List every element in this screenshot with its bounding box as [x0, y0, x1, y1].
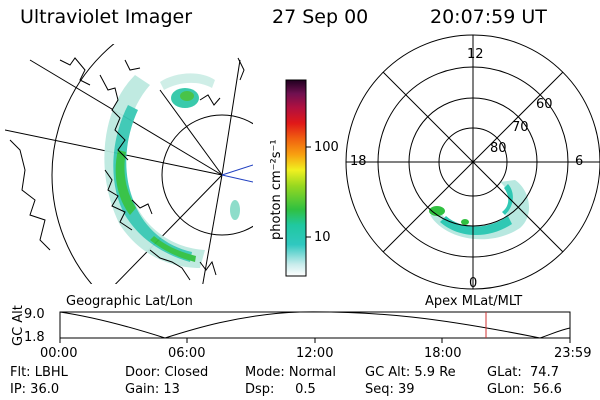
info-seq: Seq: 39: [365, 382, 415, 397]
geographic-map: [5, 44, 253, 284]
mlt-label-0: 0: [469, 276, 478, 291]
time-label: 20:07:59 UT: [430, 6, 547, 28]
altitude-xtick-0: 00:00: [40, 346, 78, 361]
info-glat: GLat: 74.7: [487, 365, 559, 380]
panel-label-geographic: Geographic Lat/Lon: [66, 294, 193, 309]
date-label: 27 Sep 00: [272, 6, 369, 28]
info-ip: IP: 36.0: [10, 382, 60, 397]
aurora-band-geographic: [104, 73, 240, 268]
altitude-curve: [59, 311, 571, 339]
lat-label-70: 70: [512, 120, 529, 135]
info-mode: Mode: Normal: [245, 365, 336, 380]
colorbar-unit-label: photon cm⁻²s⁻¹: [269, 139, 284, 240]
altitude-xtick-4: 23:59: [554, 346, 592, 361]
mlt-label-12: 12: [467, 47, 484, 62]
info-gain: Gain: 13: [125, 382, 180, 397]
instrument-title: Ultraviolet Imager: [20, 6, 193, 28]
coastlines: [9, 57, 245, 281]
colorbar-tick-10: 10: [314, 230, 331, 245]
info-filter: Flt: LBHL: [10, 365, 68, 380]
altitude-ytick-high: 9.0: [24, 307, 45, 322]
info-gc-alt: GC Alt: 5.9 Re: [365, 365, 456, 380]
altitude-xtick-3: 18:00: [424, 346, 462, 361]
lat-label-80: 80: [490, 141, 507, 156]
altitude-chart: [59, 311, 571, 343]
polar-plot: [345, 34, 600, 290]
panel-label-apex: Apex MLat/MLT: [425, 294, 523, 309]
colorbar: [285, 79, 311, 277]
altitude-ytick-low: 1.8: [24, 330, 45, 345]
altitude-xtick-2: 12:00: [296, 346, 334, 361]
aurora-oval: [429, 180, 530, 240]
info-dsp: Dsp: 0.5: [245, 382, 316, 397]
mlt-label-6: 6: [575, 154, 584, 169]
info-glon: GLon: 56.6: [487, 382, 562, 397]
colorbar-tick-100: 100: [314, 140, 339, 155]
info-door: Door: Closed: [125, 365, 209, 380]
mlt-label-18: 18: [350, 154, 367, 169]
altitude-xtick-1: 06:00: [168, 346, 206, 361]
lat-label-60: 60: [536, 97, 553, 112]
